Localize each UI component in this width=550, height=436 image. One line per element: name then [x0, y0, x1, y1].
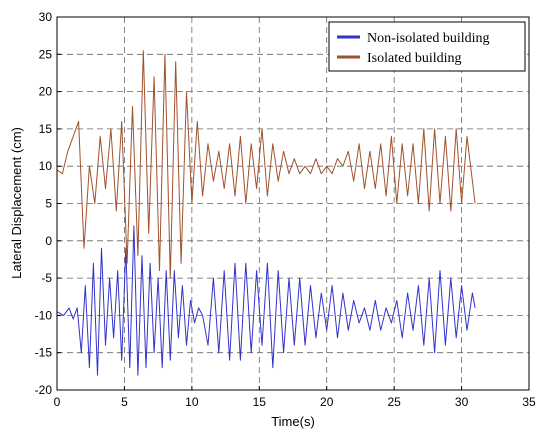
- y-tick-label: 25: [39, 47, 53, 61]
- x-tick-label: 35: [522, 395, 536, 409]
- y-tick-label: 10: [39, 159, 53, 173]
- x-tick-label: 5: [121, 395, 128, 409]
- y-tick-label: -10: [35, 308, 53, 322]
- y-tick-label: 5: [45, 197, 52, 211]
- x-tick-label: 30: [455, 395, 469, 409]
- y-axis-label: Lateral Displacement (cm): [9, 127, 24, 279]
- y-tick-label: -5: [41, 271, 52, 285]
- y-tick-label: 30: [39, 10, 53, 24]
- y-axis-ticks: -20 -15 -10 -5 0 5 10 15 20 25 30: [35, 10, 61, 397]
- series-lines: [56, 50, 476, 376]
- legend-box: [328, 21, 526, 72]
- x-axis-ticks: 0 5 10 15 20 25 30 35: [54, 386, 536, 409]
- x-tick-label: 25: [387, 395, 401, 409]
- y-tick-label: 15: [39, 122, 53, 136]
- x-tick-label: 15: [253, 395, 267, 409]
- y-tick-label: -20: [35, 383, 53, 397]
- series-line-non-isolated: [56, 225, 476, 376]
- x-tick-label: 20: [320, 395, 334, 409]
- x-tick-label: 10: [185, 395, 199, 409]
- legend-label-non-isolated: Non-isolated building: [367, 31, 490, 46]
- x-tick-label: 0: [54, 395, 61, 409]
- legend: Non-isolated building Isolated building: [328, 21, 526, 72]
- y-tick-label: 0: [45, 234, 52, 248]
- y-tick-label: -15: [35, 346, 53, 360]
- legend-label-isolated: Isolated building: [367, 51, 462, 66]
- y-tick-label: 20: [39, 85, 53, 99]
- series-line-isolated: [56, 50, 476, 279]
- x-axis-label: Time(s): [271, 414, 315, 429]
